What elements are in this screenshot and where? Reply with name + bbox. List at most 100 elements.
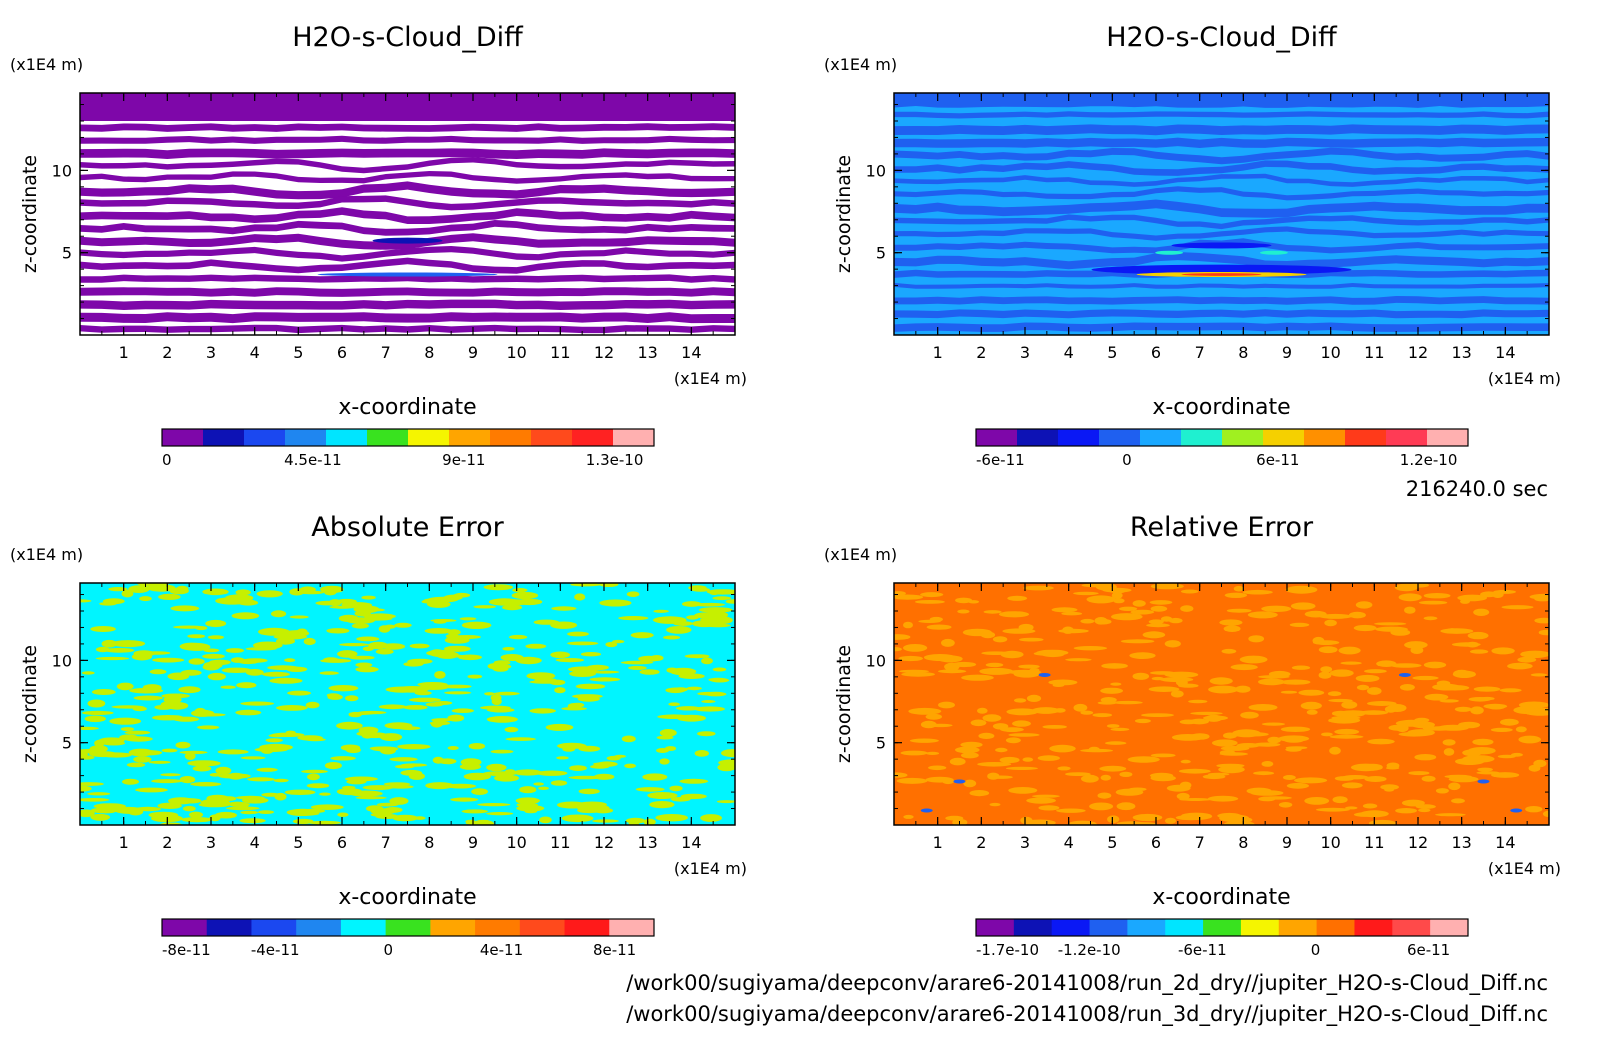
contour-blob xyxy=(192,765,212,772)
contour-blob xyxy=(709,616,733,625)
contour-field xyxy=(894,583,1549,825)
contour-blob xyxy=(80,726,99,730)
contour-blob xyxy=(983,610,1002,614)
contour-band xyxy=(894,226,1549,241)
contour-blob xyxy=(941,638,955,647)
contour-blob xyxy=(508,634,528,640)
contour-blob xyxy=(1267,736,1281,744)
contour-blob xyxy=(468,743,486,750)
contour-blob xyxy=(179,776,196,784)
colorbar-swatch xyxy=(1263,429,1305,446)
contour-blob xyxy=(502,647,515,651)
contour-blob xyxy=(901,671,935,677)
colorbar-swatch xyxy=(1017,429,1059,446)
contour-blob xyxy=(324,762,342,770)
contour-blob xyxy=(1338,646,1361,655)
contour-band xyxy=(1181,273,1262,276)
contour-blob xyxy=(1048,679,1078,686)
contour-blob xyxy=(189,811,203,818)
contour-blob xyxy=(1468,747,1496,755)
colorbar-swatch xyxy=(1051,919,1091,936)
contour-blob xyxy=(721,749,735,758)
contour-blob xyxy=(1111,591,1123,599)
colorbar-swatch xyxy=(1089,919,1128,936)
contour-blob xyxy=(655,814,688,822)
contour-blob xyxy=(712,667,727,672)
contour-field xyxy=(80,93,735,335)
contour-blob xyxy=(1080,618,1095,624)
colorbar-label: 8e-11 xyxy=(593,941,636,959)
x-tick-label: 6 xyxy=(1151,833,1161,852)
contour-blob xyxy=(1348,611,1366,619)
contour-blob xyxy=(451,708,474,713)
contour-blob xyxy=(487,663,504,670)
contour-blob xyxy=(459,763,481,770)
contour-blob xyxy=(666,626,692,634)
contour-blob xyxy=(225,648,244,653)
x-tick-label: 7 xyxy=(1195,833,1205,852)
contour-blob xyxy=(998,611,1030,618)
x-tick-label: 1 xyxy=(933,833,943,852)
contour-blob xyxy=(387,785,414,789)
contour-blob xyxy=(725,599,735,604)
contour-blob xyxy=(1280,726,1311,732)
contour-blob xyxy=(589,670,620,674)
contour-blob xyxy=(550,651,571,659)
contour-blob xyxy=(1387,704,1407,712)
contour-blob xyxy=(1240,711,1259,719)
contour-blob xyxy=(501,604,523,611)
contour-blob xyxy=(955,746,980,754)
contour-blob xyxy=(1404,606,1416,614)
y-axis-label: z-coordinate xyxy=(833,645,855,763)
contour-blob xyxy=(1423,661,1447,669)
contour-blob xyxy=(424,628,453,634)
contour-blob xyxy=(330,756,356,761)
contour-blob xyxy=(701,700,716,703)
x-tick-label: 11 xyxy=(550,343,570,362)
contour-blob xyxy=(1491,647,1515,655)
contour-blob xyxy=(1073,646,1108,651)
colorbar-swatch xyxy=(1099,429,1141,446)
contour-blob xyxy=(995,747,1008,753)
contour-blob xyxy=(203,648,220,653)
y-axis-label: z-coordinate xyxy=(19,155,41,273)
contour-blob xyxy=(467,674,483,679)
contour-blob xyxy=(245,647,277,651)
colorbar-swatch xyxy=(430,919,476,936)
colorbar-swatch xyxy=(1278,919,1318,936)
contour-blob xyxy=(375,813,399,819)
contour-blob xyxy=(120,727,134,732)
contour-blob xyxy=(434,701,453,705)
contour-blob xyxy=(1306,709,1318,715)
contour-band xyxy=(80,135,735,144)
colorbar-swatch xyxy=(1240,919,1280,936)
contour-blob xyxy=(992,636,1008,643)
x-tick-label: 3 xyxy=(1020,833,1030,852)
contour-blob xyxy=(447,746,459,750)
x-tick-label: 12 xyxy=(1408,833,1428,852)
contour-blob xyxy=(894,594,924,600)
contour-blob xyxy=(1320,666,1333,673)
contour-blob xyxy=(371,746,399,752)
contour-blob xyxy=(529,708,556,714)
contour-blob xyxy=(121,589,134,598)
contour-blob xyxy=(276,637,295,645)
x-tick-label: 11 xyxy=(550,833,570,852)
contour-blob xyxy=(190,782,222,787)
contour-blob xyxy=(639,669,660,675)
contour-blob xyxy=(258,810,274,814)
contour-blob xyxy=(187,760,221,767)
contour-blob xyxy=(321,589,343,593)
contour-blob xyxy=(1283,775,1296,780)
contour-blob xyxy=(920,720,937,729)
x-tick-label: 10 xyxy=(506,833,526,852)
contour-blob xyxy=(205,619,227,628)
contour-blob xyxy=(221,667,252,673)
contour-blob xyxy=(957,609,970,614)
contour-blob xyxy=(567,641,599,646)
chart-title: H2O-s-Cloud_Diff xyxy=(292,22,524,53)
x-tick-label: 12 xyxy=(594,833,614,852)
contour-blob xyxy=(1242,589,1273,595)
contour-blob xyxy=(937,669,967,674)
colorbar-swatch xyxy=(1140,429,1182,446)
